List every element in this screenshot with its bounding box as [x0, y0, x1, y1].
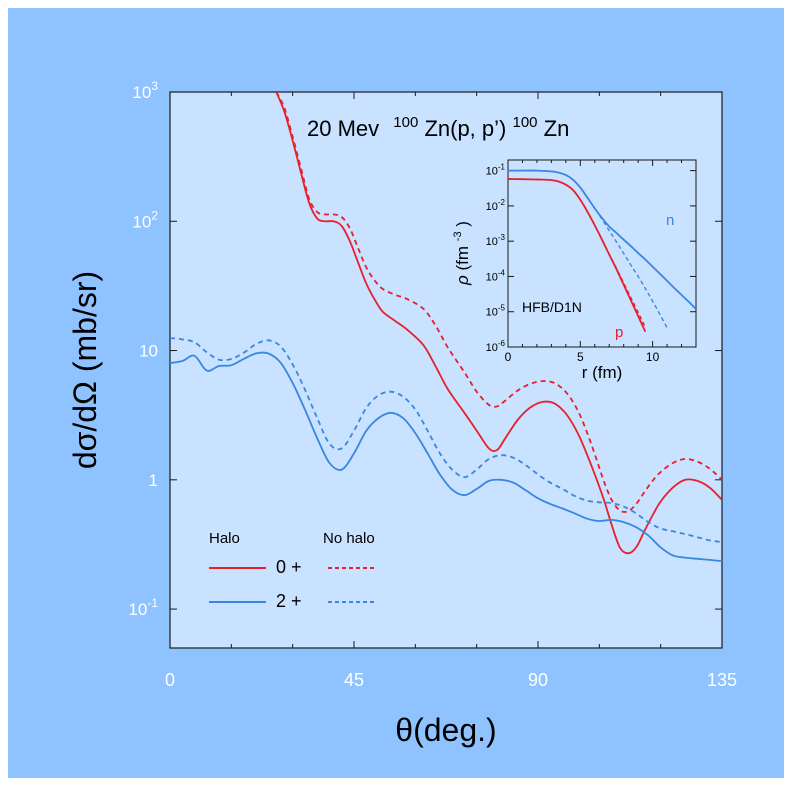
inset-x-tick-label: 10: [646, 350, 660, 364]
x-axis-label: θ(deg.): [395, 712, 496, 748]
legend-halo-header: Halo: [209, 530, 240, 547]
x-tick-labels: 0 45 90 135: [165, 670, 737, 690]
chart-title: 20 Mev 100 Zn(p, p’) 100 Zn: [307, 107, 569, 141]
y-tick-label: 1: [149, 471, 158, 490]
series-0-no-halo: [275, 92, 722, 513]
y-axis-label: dσ/dΩ (mb/sr): [67, 271, 103, 469]
inset-series-group: [508, 169, 696, 333]
legend-nohalo-header: No halo: [323, 530, 375, 547]
series-2-no-halo: [170, 337, 722, 543]
y-tick-label: 10: [139, 342, 158, 361]
inset-label-p: p: [615, 324, 623, 341]
inset-x-axis-label: r (fm): [582, 363, 623, 382]
main-series-group: [170, 92, 722, 562]
inset-chart: 10-1 10-2 10-3 10-4 10-5 10-6 0 5 10 ρ (fm -3 )…: [446, 159, 697, 382]
x-tick-label: 90: [528, 670, 548, 690]
inset-x-tick-label: 5: [577, 350, 584, 364]
inset-y-tick-labels: 10-1 10-2 10-3 10-4 10-5 10-6: [486, 163, 506, 354]
x-tick-label: 0: [165, 670, 175, 690]
inset-y-tick-label: 10-5: [486, 304, 506, 319]
y-tick-label: 103: [132, 79, 158, 102]
inset-y-tick-label: 10-1: [486, 163, 506, 178]
inset-series-p-no-halo: [508, 178, 647, 328]
inset-x-tick-labels: 0 5 10: [505, 350, 660, 364]
inset-y-tick-label: 10-3: [486, 233, 506, 248]
inset-y-tick-label: 10-2: [486, 198, 506, 213]
inset-x-tick-label: 0: [505, 350, 512, 364]
legend-2-label: 2 +: [276, 591, 302, 611]
inset-y-tick-label: 10-6: [486, 339, 506, 354]
inset-y-axis-label: ρ (fm -3 ): [446, 221, 472, 286]
inset-y-tick-label: 10-4: [486, 268, 506, 283]
x-tick-label: 135: [707, 670, 737, 690]
y-tick-label: 102: [132, 208, 158, 231]
legend-0-label: 0 +: [276, 557, 302, 577]
y-tick-label: 10-1: [128, 596, 158, 619]
legend: Halo No halo 0 + 2 +: [209, 530, 375, 611]
inset-series-n-no-halo: [508, 169, 668, 329]
inset-annotation: HFB/D1N: [522, 299, 582, 315]
inset-axis-ticks: [507, 160, 697, 348]
inset-label-n: n: [666, 212, 674, 229]
x-tick-label: 45: [344, 670, 364, 690]
main-axis-ticks: [169, 91, 723, 648]
series-2-halo: [170, 351, 722, 562]
inset-plot-area: [507, 159, 697, 348]
